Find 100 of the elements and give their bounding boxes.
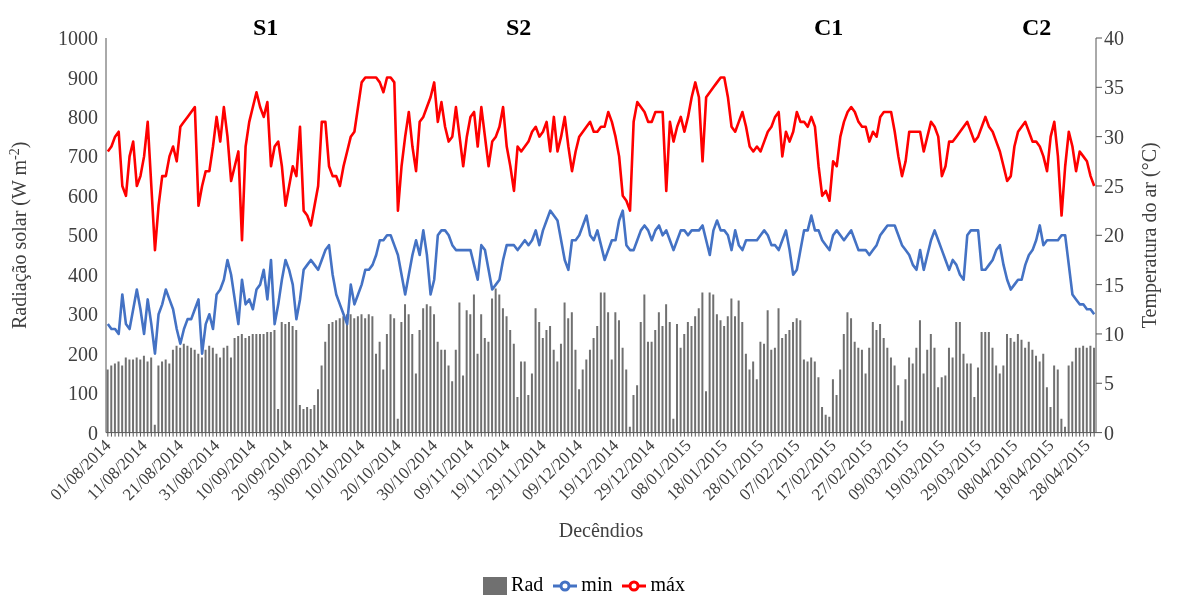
bar [208,345,211,433]
bar [1093,347,1096,433]
bar [483,337,486,433]
bar [179,347,182,433]
bar [1013,341,1016,433]
y2-tick-label: 5 [1104,372,1114,395]
bar [701,292,704,433]
bar [715,314,718,433]
bar [744,353,747,433]
bar [262,333,265,433]
bar [313,404,316,433]
bar [813,361,816,433]
bar [868,347,871,433]
bar [1071,361,1074,433]
y-tick-label: 100 [68,382,98,405]
bar [393,318,396,433]
bar [505,316,508,433]
bar [237,335,240,433]
y2-tick-label: 25 [1104,175,1124,198]
bar [447,365,450,433]
bar [204,349,207,433]
bar [280,322,283,433]
bar [106,369,109,433]
y2-tick-label: 40 [1104,27,1124,50]
bar [371,316,374,433]
bar [407,314,410,433]
bar [425,304,428,433]
y2-tick-label: 35 [1104,76,1124,99]
y2-tick-label: 10 [1104,323,1124,346]
bar [364,318,367,433]
bar [675,324,678,433]
bar [860,349,863,433]
bar [436,341,439,433]
bar [871,322,874,433]
bar [335,320,338,433]
bar [1042,353,1045,433]
bar [784,333,787,433]
bar [987,331,990,433]
bar [233,337,236,433]
annotation: S1 [253,14,279,41]
bar [596,326,599,433]
bar [614,312,617,433]
bar [121,365,124,433]
legend-label: Rad [511,572,544,595]
bar [175,345,178,433]
bar [1045,387,1048,433]
bar [342,316,345,433]
bar [603,292,606,433]
bar [831,379,834,433]
bar [269,331,272,433]
annotation: C2 [1022,14,1052,41]
bar [273,330,276,433]
bar [668,322,671,433]
bar [186,345,189,433]
bar [302,408,305,433]
bar [694,316,697,433]
bar [385,333,388,433]
bar [298,404,301,433]
legend-label: máx [650,572,685,595]
bar [309,408,312,433]
bar [226,345,229,433]
annotation: S2 [506,14,532,41]
bar [846,312,849,433]
bar [523,361,526,433]
bar [621,347,624,433]
bar [462,375,465,433]
bar [632,395,635,433]
bar [821,406,824,433]
bar [534,308,537,433]
bar [132,359,135,433]
bar [1009,337,1012,433]
bar [908,357,911,433]
bar [1056,369,1059,433]
bar [940,377,943,433]
y-tick-label: 1000 [58,27,98,50]
bar [1027,341,1030,433]
bar [190,347,193,433]
bar [422,308,425,433]
bar [487,341,490,433]
bar [683,333,686,433]
y-tick-label: 900 [68,66,98,89]
bar [947,347,950,433]
bar [1053,365,1056,433]
bar [222,347,225,433]
bar [240,333,243,433]
bar [443,349,446,433]
bar [389,314,392,433]
y-tick-label: 200 [68,342,98,365]
bar [414,373,417,433]
y-tick-label: 800 [68,106,98,129]
bar [345,314,348,433]
bar [879,324,882,433]
bar [657,312,660,433]
bar [171,349,174,433]
bar [494,288,497,433]
bar [150,357,153,433]
bar [588,349,591,433]
bar [433,314,436,433]
y2-tick-label: 15 [1104,273,1124,296]
y-tick-label: 300 [68,303,98,326]
